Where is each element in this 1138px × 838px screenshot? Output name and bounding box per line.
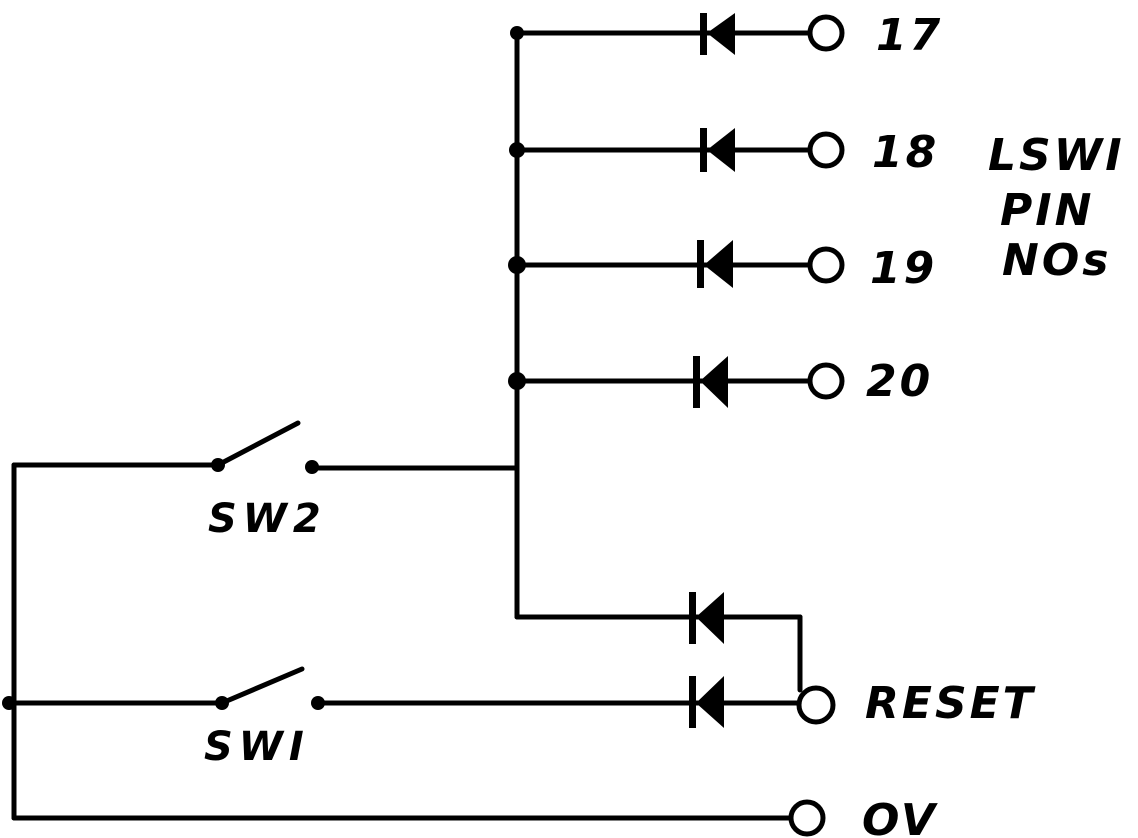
group-label-line-1: LSWI (988, 130, 1125, 181)
wires (11, 30, 813, 821)
pin-label-20: 20 (866, 356, 933, 407)
terminals (788, 14, 845, 837)
terminal-pin-19 (807, 246, 845, 284)
junction-dot (510, 26, 524, 40)
diode-pin-17 (700, 13, 735, 55)
group-label-line-3: NOs (1002, 235, 1111, 286)
switch-sw2 (211, 420, 319, 474)
pin-label-17: 17 (876, 10, 943, 61)
junction-dot (508, 372, 526, 390)
junction-dot (508, 256, 526, 274)
terminal-pin-20 (807, 362, 845, 400)
switch-label-sw1: SWI (204, 724, 310, 770)
switch-sw1 (215, 666, 325, 710)
terminal-reset (796, 685, 836, 725)
terminal-pin-17 (807, 14, 845, 52)
switch-label-sw2: SW2 (208, 496, 327, 542)
pin-label-18: 18 (872, 127, 939, 178)
pin-label-19: 19 (870, 243, 937, 294)
diode-pin-18 (700, 128, 735, 172)
junction-dot (2, 696, 16, 710)
terminal-pin-18 (807, 131, 845, 169)
junctions (2, 26, 526, 710)
diode-pin-20 (693, 356, 728, 408)
terminal-0v (788, 799, 826, 837)
group-label-line-2: PIN (1000, 185, 1094, 236)
junction-dot (509, 142, 525, 158)
diode-pin-19 (697, 240, 733, 288)
diode-reset-bus (689, 592, 724, 644)
ground-label: OV (862, 795, 938, 838)
diode-reset-sw1 (689, 676, 724, 728)
reset-label: RESET (865, 678, 1036, 729)
